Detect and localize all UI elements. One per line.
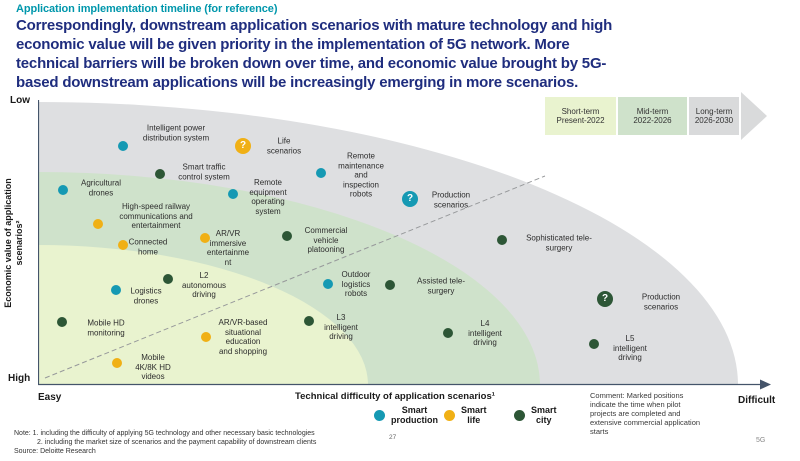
point-label-l3-intelligent-driving: L3 intelligent driving: [324, 312, 358, 341]
point-dot-production-scenarios: ?: [597, 291, 613, 307]
legend-item-smart-production: Smart production: [374, 405, 438, 425]
point-dot-ar-vr-based-situational-education-and-shopping: [201, 332, 211, 342]
point-label-high-speed-railway-communications-and-entertainment: High-speed railway communications and en…: [119, 201, 193, 230]
point-dot-outdoor-logistics-robots: [323, 279, 333, 289]
timeline-legend: Short-term Present-2022 Mid-term 2022-20…: [545, 97, 739, 135]
x-axis-left-label: Easy: [38, 392, 62, 403]
timeline-segment-short-term: Short-term Present-2022: [545, 97, 616, 135]
smart-life-dot-icon: [444, 409, 455, 421]
point-label-production-scenarios: Production scenarios: [641, 292, 681, 312]
legend-label: Smart city: [531, 405, 557, 425]
divider-dashed-line: [44, 175, 546, 379]
point-label-intelligent-power-distribution-system: Intelligent power distribution system: [142, 123, 210, 143]
slide-lead-paragraph: Correspondingly, downstream application …: [16, 17, 613, 91]
timeline-segment-label: Short-term: [561, 106, 600, 116]
x-axis-title: Technical difficulty of application scen…: [295, 391, 495, 402]
point-label-l5-intelligent-driving: L5 intelligent driving: [613, 333, 647, 362]
x-axis-right-label: Difficult: [738, 395, 776, 406]
point-label-ar-vr-immersive-entertainme-nt: AR/VR immersive entertainme nt: [206, 229, 250, 267]
page-number: 27: [389, 434, 397, 441]
legend-item-smart-city: Smart city: [514, 405, 557, 425]
footnotes: Note: 1. including the difficulty of app…: [14, 429, 316, 456]
timeline-segment-sublabel: 2022-2026: [633, 116, 672, 125]
point-label-commercial-vehicle-platooning: Commercial vehicle platooning: [304, 225, 348, 254]
point-label-mobile-hd-monitoring: Mobile HD monitoring: [87, 318, 125, 338]
y-axis-title: Economic value of application scenarios²: [3, 178, 24, 308]
point-dot-mobile-hd-monitoring: [57, 317, 67, 327]
timeline-segment-long-term: Long-term 2026-2030: [689, 97, 739, 135]
point-dot-remote-equipment-operating-system: [228, 189, 238, 199]
point-label-l2-autonomous-driving: L2 autonomous driving: [181, 270, 227, 299]
timeline-segment-sublabel: 2026-2030: [694, 116, 734, 125]
point-dot-l2-autonomous-driving: [163, 274, 173, 284]
legend-item-smart-life: Smart life: [444, 405, 487, 425]
point-dot-commercial-vehicle-platooning: [282, 231, 292, 241]
point-dot-mobile-4k-8k-hd-videos: [112, 358, 122, 368]
point-dot-assisted-tele-surgery: [385, 280, 395, 290]
point-dot-sophisticated-tele-surgery: [497, 235, 507, 245]
y-axis-bottom-label: High: [8, 373, 31, 384]
legend-label: Smart production: [391, 405, 438, 425]
band-short-term: [38, 245, 368, 385]
point-dot-connected-home: [118, 240, 128, 250]
timeline-segment-mid-term: Mid-term 2022-2026: [618, 97, 687, 135]
point-dot-intelligent-power-distribution-system: [118, 141, 128, 151]
plot-bands-svg: [38, 100, 771, 390]
smart-production-dot-icon: [374, 409, 385, 421]
point-dot-life-scenarios: ?: [235, 138, 251, 154]
point-label-outdoor-logistics-robots: Outdoor logistics robots: [341, 269, 371, 298]
timeline-segment-sublabel: Present-2022: [556, 116, 605, 125]
legend-label: Smart life: [461, 405, 487, 425]
point-dot-l4-intelligent-driving: [443, 328, 453, 338]
point-label-life-scenarios: Life scenarios: [266, 136, 302, 156]
point-dot-logistics-drones: [111, 285, 121, 295]
footnote-line: 2. including the market size of scenario…: [37, 439, 317, 446]
point-dot-l3-intelligent-driving: [304, 316, 314, 326]
y-axis-top-label: Low: [10, 95, 30, 106]
smart-city-dot-icon: [514, 409, 525, 421]
point-label-sophisticated-tele-surgery: Sophisticated tele- surgery: [526, 233, 592, 253]
point-label-smart-traffic-control-system: Smart traffic control system: [178, 162, 230, 182]
point-dot-ar-vr-immersive-entertainme-nt: [200, 233, 210, 243]
point-dot-high-speed-railway-communications-and-entertainment: [93, 219, 103, 229]
point-label-ar-vr-based-situational-education-and-shopping: AR/VR-based situational education and sh…: [218, 318, 268, 356]
point-dot-l5-intelligent-driving: [589, 339, 599, 349]
point-label-l4-intelligent-driving: L4 intelligent driving: [468, 318, 502, 347]
timeline-arrowhead-icon: [741, 92, 767, 140]
point-dot-production-scenarios: ?: [402, 191, 418, 207]
footer-right-mark: 5G: [756, 437, 766, 444]
point-label-assisted-tele-surgery: Assisted tele- surgery: [416, 276, 466, 296]
point-dot-smart-traffic-control-system: [155, 169, 165, 179]
scatter-plot: Intelligent power distribution system? Li…: [38, 100, 778, 390]
plot-points-layer: Intelligent power distribution system? Li…: [38, 100, 778, 390]
point-label-mobile-4k-8k-hd-videos: Mobile 4K/8K HD videos: [135, 352, 171, 381]
point-dot-agricultural-drones: [58, 185, 68, 195]
point-label-remote-maintenance-and-inspection-robots: Remote maintenance and inspection robots: [338, 151, 384, 199]
point-label-agricultural-drones: Agricultural drones: [80, 178, 121, 198]
comment-note: Comment: Marked positions indicate the t…: [590, 391, 701, 436]
timeline-segment-label: Mid-term: [636, 106, 669, 116]
point-dot-remote-maintenance-and-inspection-robots: [316, 168, 326, 178]
point-label-logistics-drones: Logistics drones: [130, 286, 162, 306]
point-label-remote-equipment-operating-system: Remote equipment operating system: [249, 178, 287, 216]
footnote-source: Source: Deloitte Research: [14, 448, 96, 455]
point-label-connected-home: Connected home: [128, 237, 168, 257]
timeline-segment-label: Long-term: [695, 106, 733, 116]
x-axis-arrowhead: [760, 379, 771, 390]
footnote-line: Note: 1. including the difficulty of app…: [14, 430, 315, 437]
slide-kicker: Application implementation timeline (for…: [16, 3, 278, 15]
point-label-production-scenarios: Production scenarios: [431, 190, 471, 210]
